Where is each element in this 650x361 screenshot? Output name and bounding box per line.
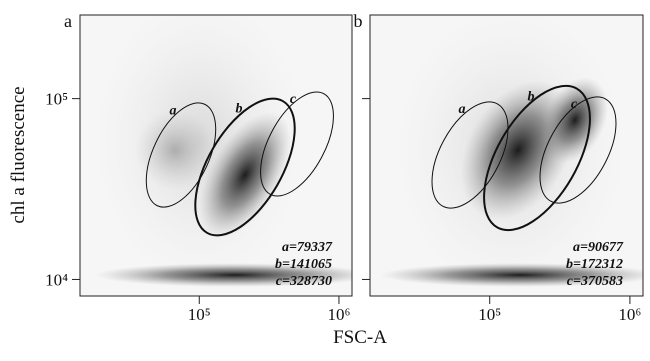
- x-tick-label: 10⁶: [618, 305, 641, 324]
- panel: [80, 15, 352, 296]
- gate: [260, 91, 334, 197]
- x-tick-label: 10⁶: [327, 305, 350, 324]
- x-tick-label: 10⁵: [478, 305, 501, 324]
- plot-frame: [79, 14, 353, 297]
- count-annotation: a=79337: [282, 240, 333, 255]
- y-tick-label: 10⁴: [45, 270, 68, 289]
- count-annotation: a=90677: [573, 240, 624, 255]
- panel-label: a: [64, 11, 72, 31]
- gate: [145, 102, 217, 208]
- gate: [483, 84, 591, 232]
- count-annotation: b=172312: [566, 257, 623, 272]
- gate-label: a: [459, 102, 466, 117]
- y-axis-label: chl a fluorescence: [8, 86, 29, 223]
- gate: [431, 101, 509, 209]
- density: [95, 263, 352, 287]
- gate-label: b: [528, 89, 535, 104]
- count-annotation: c=370583: [567, 274, 623, 289]
- x-axis-label: FSC-A: [333, 327, 387, 348]
- panel: [370, 15, 643, 296]
- gate-label: a: [170, 104, 177, 119]
- density: [541, 77, 609, 163]
- density: [380, 263, 643, 287]
- count-annotation: b=141065: [275, 257, 332, 272]
- x-tick-label: 10⁵: [188, 305, 211, 324]
- count-annotation: c=328730: [276, 274, 332, 289]
- gate-label: b: [236, 101, 243, 116]
- gate-label: c: [571, 97, 578, 112]
- density: [135, 110, 215, 190]
- density: [198, 111, 292, 239]
- plot-frame: [369, 14, 644, 297]
- panel-label: b: [354, 11, 363, 31]
- gate: [194, 97, 296, 237]
- y-tick-label: 10⁵: [45, 90, 68, 109]
- gate: [539, 96, 617, 204]
- gate-label: c: [290, 92, 297, 107]
